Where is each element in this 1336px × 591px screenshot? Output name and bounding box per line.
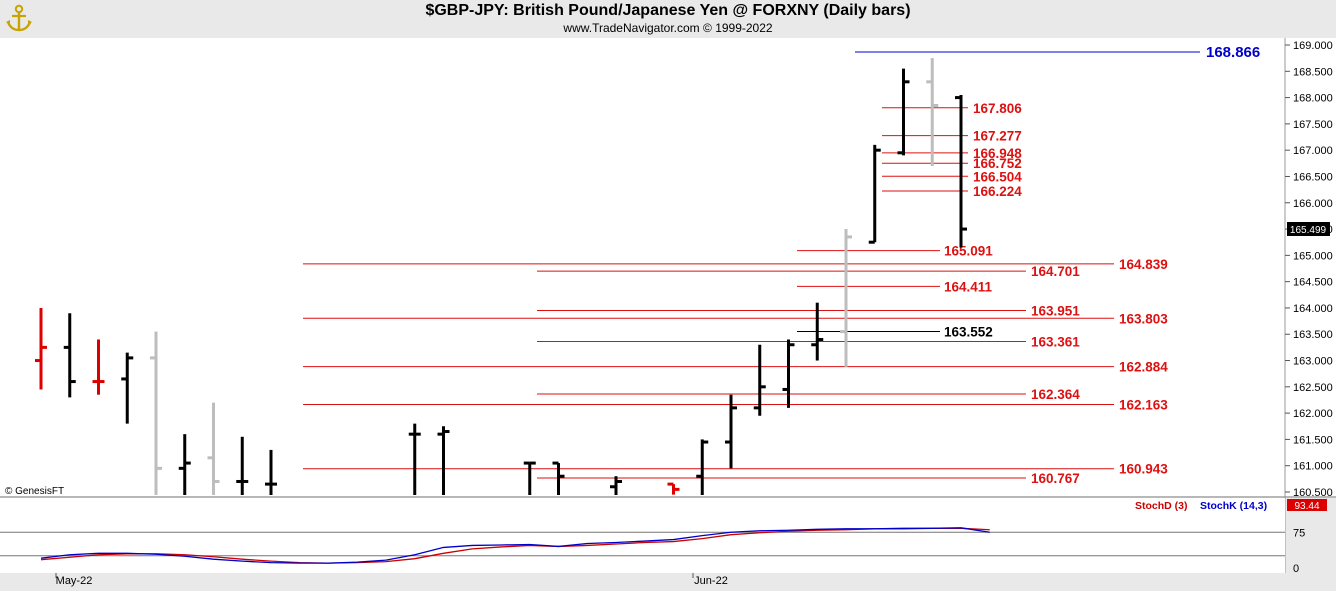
price-tick-label: 167.500 — [1293, 119, 1333, 131]
chart-header: $GBP-JPY: British Pound/Japanese Yen @ F… — [0, 0, 1336, 38]
price-level-label: 166.504 — [973, 169, 1022, 184]
price-level-label: 164.839 — [1119, 257, 1168, 272]
price-tick-label: 166.500 — [1293, 171, 1333, 183]
price-tick-label: 164.500 — [1293, 277, 1333, 289]
time-axis: May-22 Jun-22 — [55, 573, 728, 587]
price-axis-ticks: 169.000 168.500 168.000 167.500 167.000 166.5… — [1285, 40, 1333, 499]
stoch-value-badge — [1287, 499, 1327, 511]
stoch-value-label: 93.44 — [1294, 501, 1319, 512]
price-level-label: 163.951 — [1031, 304, 1080, 319]
price-tick-label: 160.500 — [1293, 487, 1333, 499]
price-tick-label: 166.000 — [1293, 198, 1333, 210]
stoch-tick-label: 0 — [1293, 563, 1299, 575]
price-tick-label: 165.000 — [1293, 250, 1333, 262]
time-tick-label: May-22 — [56, 575, 93, 587]
stochastic-panel-background — [0, 498, 1285, 573]
chart-subtitle: www.TradeNavigator.com © 1999-2022 — [563, 21, 773, 35]
price-tick-label: 168.500 — [1293, 66, 1333, 78]
last-price-badge — [1287, 222, 1330, 236]
price-tick-label: 163.000 — [1293, 356, 1333, 368]
price-level-label: 162.163 — [1119, 398, 1168, 413]
price-level-label: 163.361 — [1031, 335, 1080, 350]
genesis-watermark: © GenesisFT — [5, 486, 64, 497]
price-axis-background — [1285, 38, 1336, 496]
price-level-label: 166.752 — [973, 156, 1022, 171]
stoch-k-legend: StochK (14,3) — [1200, 500, 1267, 512]
trade-navigator-anchor-icon — [6, 4, 32, 32]
price-level-label: 162.884 — [1119, 360, 1168, 375]
last-price-label: 165.499 — [1290, 225, 1327, 236]
price-level-label: 160.943 — [1119, 462, 1168, 477]
price-levels: 168.866 167.806 167.277 166.948166.752166.5… — [303, 44, 1260, 486]
price-tick-label: 168.000 — [1293, 93, 1333, 105]
price-level-label: 168.866 — [1206, 44, 1260, 61]
price-level-label: 163.803 — [1119, 311, 1168, 326]
stoch-d-line — [40, 527, 990, 564]
price-tick-label: 163.500 — [1293, 329, 1333, 341]
ohlc-bars — [35, 58, 967, 495]
price-level-label: 162.364 — [1031, 387, 1080, 402]
price-tick-label: 169.000 — [1293, 40, 1333, 52]
price-level-label: 160.767 — [1031, 471, 1080, 486]
price-level-label: 164.411 — [944, 279, 993, 294]
stochastic-panel: StochD (3) StochK (14,3) 93.44 75 0 — [0, 499, 1327, 575]
price-level-label: 166.224 — [973, 184, 1022, 199]
price-tick-label: 164.000 — [1293, 303, 1333, 315]
price-level-label: 167.806 — [973, 101, 1022, 116]
price-level-label: 163.552 — [944, 325, 993, 340]
stoch-tick-label: 75 — [1293, 527, 1305, 539]
price-tick-label: 162.500 — [1293, 382, 1333, 394]
stoch-k-line — [40, 527, 990, 564]
price-tick-label: 162.000 — [1293, 408, 1333, 420]
price-level-label: 164.701 — [1031, 264, 1080, 279]
time-tick-label: Jun-22 — [694, 575, 728, 587]
price-level-label: 165.091 — [944, 244, 993, 259]
chart-title: $GBP-JPY: British Pound/Japanese Yen @ F… — [425, 2, 911, 19]
price-level-label: 166.948 — [973, 146, 1022, 161]
price-tick-label: 161.000 — [1293, 461, 1333, 473]
price-level-label: 167.277 — [973, 129, 1022, 144]
price-tick-label: 161.500 — [1293, 434, 1333, 446]
price-plot-background — [0, 38, 1285, 496]
stoch-d-legend: StochD (3) — [1135, 500, 1188, 512]
price-tick-label: 167.000 — [1293, 145, 1333, 157]
